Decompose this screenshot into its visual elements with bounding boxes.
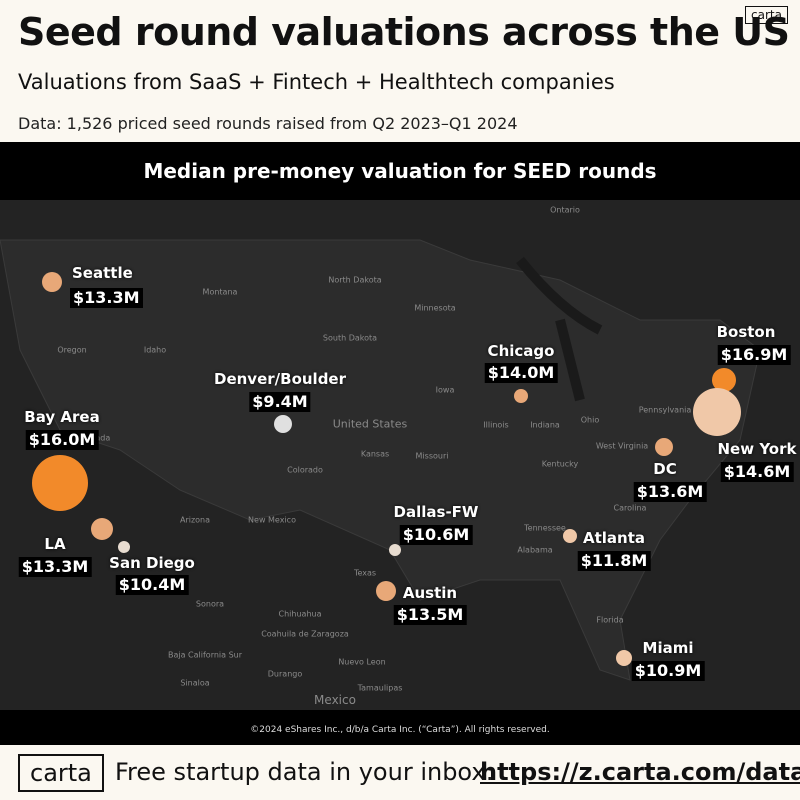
map-shapes [0,239,761,681]
city-value: $14.6M [720,462,794,482]
bubble [655,438,673,456]
city-name: Seattle [72,264,133,282]
city-name: Atlanta [582,529,646,547]
city-value: $13.5M [393,605,467,625]
map-label: Sinaloa [180,678,210,688]
city-name: Miami [642,639,694,657]
city-value: $14.0M [484,363,558,383]
map-label: Oregon [57,345,87,355]
map-label: Kentucky [541,459,579,469]
map-label: Carolina [613,503,647,513]
note: Data: 1,526 priced seed rounds raised fr… [18,114,518,133]
map-label: Montana [202,287,238,297]
map-title: Median pre-money valuation for SEED roun… [0,142,800,200]
city-value: $10.9M [631,661,705,681]
city-value: $10.4M [115,575,189,595]
bubble [514,389,528,403]
city-name: Denver/Boulder [214,370,346,388]
map-label: Missouri [415,451,449,461]
map-label: Durango [267,669,303,679]
city-value: $13.6M [633,482,707,502]
map-label: Arizona [179,515,211,525]
cta: Free startup data in your inbox: [115,758,494,786]
city-name: Austin [402,584,458,602]
city-value: $13.3M [70,288,143,308]
map-label: Tamaulipas [357,683,403,693]
map-label: Florida [596,615,624,625]
bubble [376,581,396,601]
subtitle: Valuations from SaaS + Fintech + Healtht… [18,70,615,94]
city-value: $11.8M [577,551,651,571]
logo: carta [18,754,104,792]
city-name: San Diego [109,554,195,572]
bubble [693,388,741,436]
link[interactable]: https://z.carta.com/data [480,758,800,786]
copyright: ©2024 eShares Inc., d/b/a Carta Inc. (“C… [0,710,800,745]
map-label: South Dakota [322,333,378,343]
map-label: Illinois [483,420,509,430]
map-label: Coahuila de Zaragoza [261,629,349,639]
map-label: Pennsylvania [638,405,692,415]
bubble [274,415,292,433]
map-label: Ontario [550,205,580,215]
map [0,200,800,710]
city-name: Bay Area [24,408,100,426]
map-label: Colorado [287,465,323,475]
bubble [563,529,577,543]
bubble [32,455,88,511]
city-name: DC [653,460,677,478]
map-label: Minnesota [414,303,456,313]
city-value: $9.4M [249,392,311,412]
map-label: Texas [353,568,377,578]
city-name: New York [717,440,797,458]
map-label: West Virginia [595,441,649,451]
city-value: $16.0M [25,430,99,450]
map-label: Idaho [143,345,167,355]
bubble [42,272,62,292]
map-label: Alabama [517,545,553,555]
map-label: United States [332,417,408,431]
map-label: Ohio [580,415,600,425]
city-name: Chicago [487,342,555,360]
city-name: Dallas-FW [393,503,479,521]
map-label: Baja California Sur [167,650,243,660]
map-label: Iowa [435,385,455,395]
map-label: North Dakota [328,275,382,285]
bubble [91,518,113,540]
city-value: $10.6M [399,525,473,545]
map-label: Sonora [195,599,225,609]
city-name: LA [44,535,66,553]
city-name: Boston [716,323,776,341]
map-label: Indiana [530,420,560,430]
bubble [616,650,632,666]
title: Seed round valuations across the US [18,10,790,54]
map-label: Mexico [314,693,356,707]
bubble [389,544,401,556]
map-label: Kansas [360,449,390,459]
map-label: New Mexico [248,515,296,525]
badge: carta [745,6,788,24]
map-label: Tennessee [524,523,566,533]
map-label: Nuevo Leon [338,657,386,667]
bubble [118,541,130,553]
map-label: Chihuahua [278,609,322,619]
lakes [516,256,603,402]
bubble [712,368,736,392]
city-value: $13.3M [18,557,92,577]
city-value: $16.9M [717,345,791,365]
